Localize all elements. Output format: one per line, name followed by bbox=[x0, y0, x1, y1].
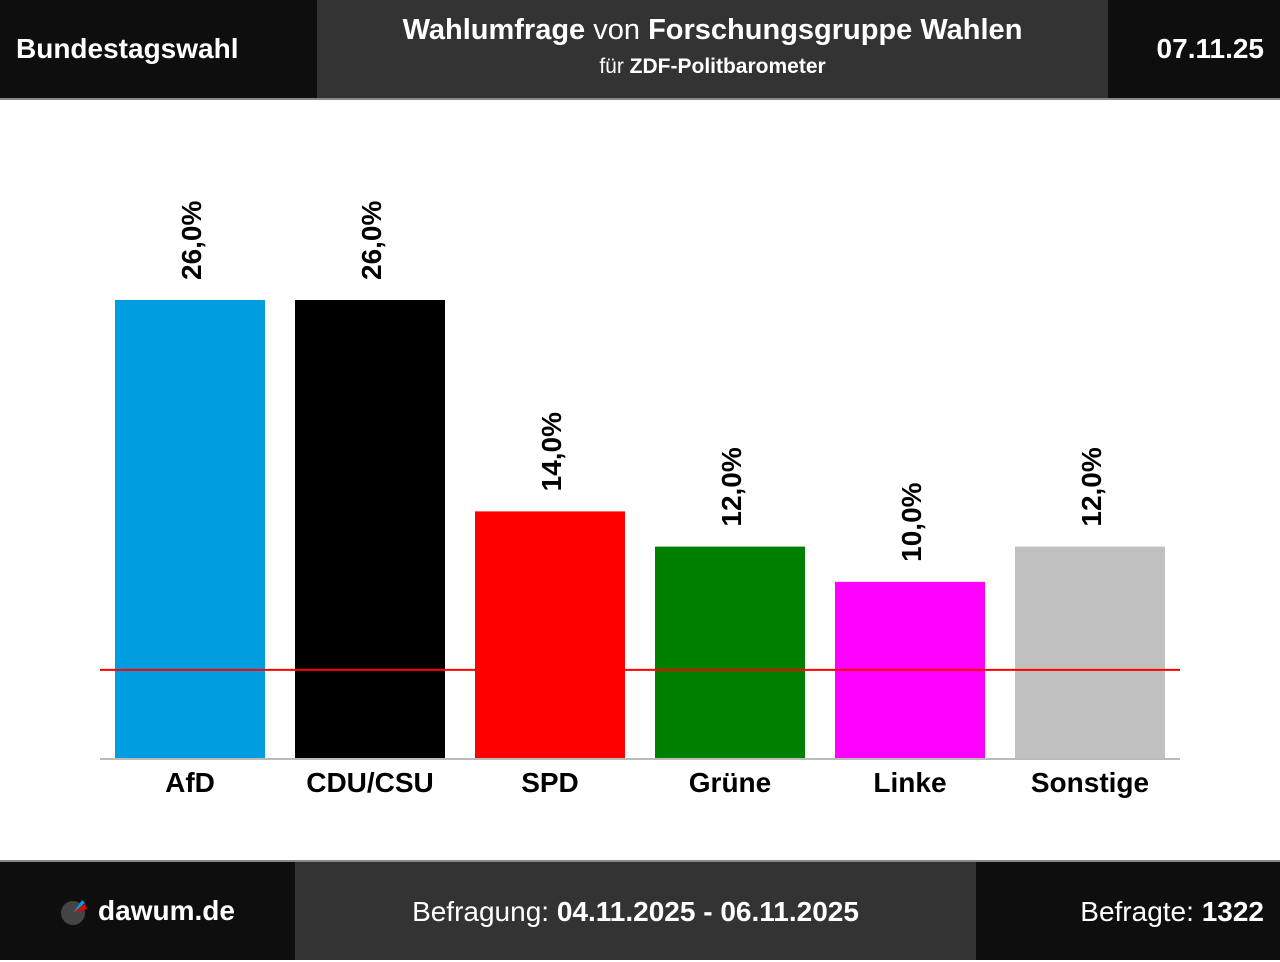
bar-5 bbox=[1015, 546, 1165, 758]
period-value: 04.11.2025 - 06.11.2025 bbox=[556, 896, 859, 927]
logo[interactable]: dawum.de bbox=[0, 862, 295, 960]
poll-date: 07.11.25 bbox=[1108, 0, 1280, 98]
data-label: 26,0% bbox=[176, 201, 207, 280]
pie-logo-icon bbox=[61, 900, 88, 925]
client-name: ZDF-Politbarometer bbox=[629, 55, 826, 78]
footer: dawum.de Befragung: 04.11.2025 - 06.11.2… bbox=[0, 860, 1280, 960]
data-label: 10,0% bbox=[896, 482, 927, 561]
bar-2 bbox=[475, 511, 625, 758]
bar-0 bbox=[115, 300, 265, 758]
data-label: 12,0% bbox=[716, 447, 747, 526]
data-label: 26,0% bbox=[356, 201, 387, 280]
sample-label: Befragte: bbox=[1080, 896, 1194, 927]
poll-title: Wahlumfrage von Forschungsgruppe Wahlen … bbox=[317, 0, 1108, 98]
sub-prefix: für bbox=[599, 55, 624, 78]
survey-period: Befragung: 04.11.2025 - 06.11.2025 bbox=[295, 862, 976, 960]
data-label: 12,0% bbox=[1076, 447, 1107, 526]
category-label: Grüne bbox=[689, 767, 771, 798]
category-label: Linke bbox=[873, 767, 946, 798]
data-label: 14,0% bbox=[536, 412, 567, 491]
category-label: AfD bbox=[165, 767, 215, 798]
sample-value: 1322 bbox=[1201, 896, 1264, 927]
title-word: von bbox=[593, 14, 641, 46]
sample-size: Befragte: 1322 bbox=[976, 862, 1280, 960]
category-label: Sonstige bbox=[1031, 767, 1149, 798]
category-label: SPD bbox=[521, 767, 579, 798]
logo-text: dawum.de bbox=[98, 895, 235, 926]
header: Bundestagswahl Wahlumfrage von Forschung… bbox=[0, 0, 1280, 100]
title-word: Wahlumfrage bbox=[402, 14, 586, 46]
bar-3 bbox=[655, 546, 805, 758]
period-label: Befragung: bbox=[412, 896, 550, 927]
category-label: CDU/CSU bbox=[306, 767, 434, 798]
bar-1 bbox=[295, 300, 445, 758]
election-title: Bundestagswahl bbox=[0, 0, 317, 98]
bar-chart: 26,0% AfD 26,0% CDU/CSU 14,0% SPD 12,0% Grüne 10… bbox=[100, 201, 1180, 798]
institute-name: Forschungsgruppe Wahlen bbox=[648, 14, 1023, 46]
